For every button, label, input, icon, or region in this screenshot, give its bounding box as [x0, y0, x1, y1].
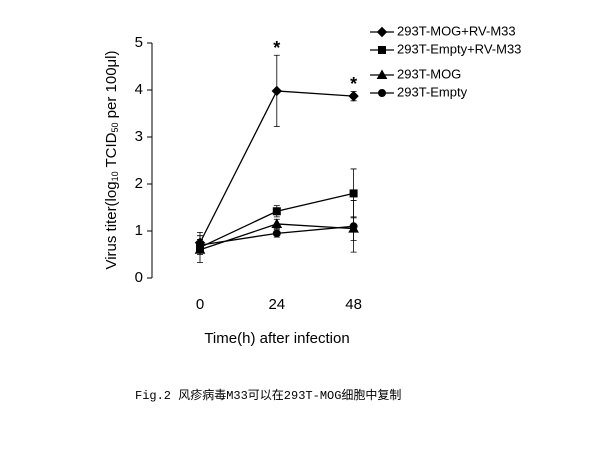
data-point [271, 218, 283, 228]
legend-label: 293T-Empty+RV-M33 [397, 41, 521, 56]
x-tick-label: 48 [345, 296, 362, 313]
y-label-sub: 10 [110, 171, 120, 181]
data-point [348, 90, 359, 102]
data-point [272, 207, 281, 216]
data-point [272, 229, 281, 238]
y-tick-label: 3 [135, 128, 143, 145]
data-point [271, 85, 283, 97]
x-axis-label: Time(h) after infection [204, 330, 349, 347]
legend-marker [376, 69, 388, 79]
x-tick-label: 0 [196, 296, 204, 313]
y-tick-label: 4 [135, 81, 143, 98]
legend-label: 293T-MOG+RV-M33 [397, 23, 516, 38]
annotation: * [350, 74, 357, 94]
data-point [349, 189, 358, 198]
y-label-part: per 100μl) [103, 50, 120, 122]
legend-marker [376, 26, 388, 38]
x-tick-label: 24 [268, 296, 285, 313]
caption: Fig.2 风疹病毒M33可以在293T-MOG细胞中复制 [135, 387, 401, 403]
legend-marker [378, 89, 386, 97]
y-axis-label: Virus titer(log10 TCID50 per 100μl) [103, 50, 120, 269]
legend-marker [378, 46, 386, 54]
y-label-sub: 50 [110, 122, 120, 132]
legend-label: 293T-MOG [397, 66, 461, 81]
y-label-part: Virus titer(log [103, 181, 120, 269]
data-point [196, 241, 204, 250]
data-point [349, 222, 358, 231]
annotation: * [273, 38, 280, 58]
y-tick-label: 5 [135, 34, 143, 51]
legend-label: 293T-Empty [397, 84, 468, 99]
y-tick-label: 2 [135, 175, 143, 192]
y-tick-label: 1 [135, 222, 143, 239]
y-tick-label: 0 [135, 269, 143, 286]
y-label-part: TCID [103, 132, 120, 171]
